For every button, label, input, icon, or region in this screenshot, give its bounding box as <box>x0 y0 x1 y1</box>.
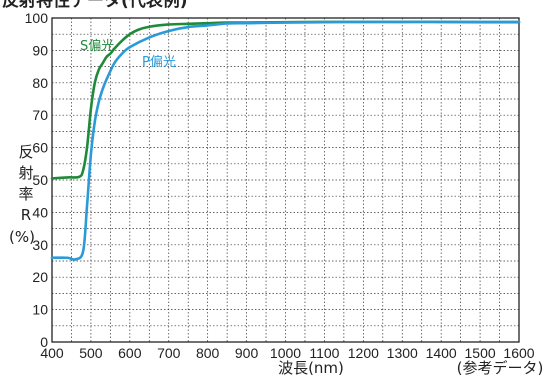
series-layer <box>50 20 521 261</box>
x-tick-label: 700 <box>157 345 181 361</box>
x-tick-label: 800 <box>196 345 220 361</box>
y-tick-label: 100 <box>25 10 49 26</box>
reference-data-note: (参考データ) <box>457 359 544 377</box>
chart-title: 反射特性データ(代表例) <box>2 0 188 11</box>
x-tick-label: 1000 <box>270 345 301 361</box>
x-tick-label: 1200 <box>348 345 379 361</box>
x-tick-label: 900 <box>235 345 259 361</box>
y-tick-label: 70 <box>32 107 48 123</box>
y-tick-label: 50 <box>32 172 48 188</box>
y-tick-label: 10 <box>32 302 48 318</box>
y-axis-label-char: 反 <box>18 143 33 161</box>
y-tick-label: 0 <box>40 334 48 350</box>
y-tick-label: 20 <box>32 269 48 285</box>
y-axis-label-char: R <box>21 206 31 224</box>
y-axis-label-char: (%) <box>9 228 35 246</box>
x-tick-label: 1400 <box>426 345 457 361</box>
y-axis-label-char: 率 <box>18 185 33 203</box>
x-tick-label: 1100 <box>309 345 339 361</box>
series-label-s-polarization: S偏光 <box>80 39 114 54</box>
x-tick-label: 600 <box>118 345 142 361</box>
y-tick-label: 40 <box>32 204 48 220</box>
y-tick-label: 30 <box>32 237 48 253</box>
series-line-p-polarization <box>50 20 521 261</box>
x-tick-label: 1500 <box>465 345 496 361</box>
x-tick-label: 500 <box>79 345 103 361</box>
y-axis-label: 反 射 率 R (%) <box>9 143 35 246</box>
y-tick-label: 90 <box>32 42 48 58</box>
x-tick-label: 400 <box>40 345 64 361</box>
x-tick-label: 1300 <box>387 345 418 361</box>
y-tick-label: 80 <box>32 75 48 91</box>
grid <box>51 17 520 343</box>
series-label-p-polarization: P偏光 <box>142 55 176 70</box>
tick-labels: 400 500 600 700 800 900 1000 1100 1200 1300 1400 15… <box>25 10 535 361</box>
y-axis-label-char: 射 <box>18 164 33 182</box>
y-tick-label: 60 <box>32 140 48 156</box>
x-tick-label: 1600 <box>503 345 534 361</box>
plot-frame <box>51 17 520 343</box>
x-axis-label: 波長(nm) <box>278 359 344 377</box>
